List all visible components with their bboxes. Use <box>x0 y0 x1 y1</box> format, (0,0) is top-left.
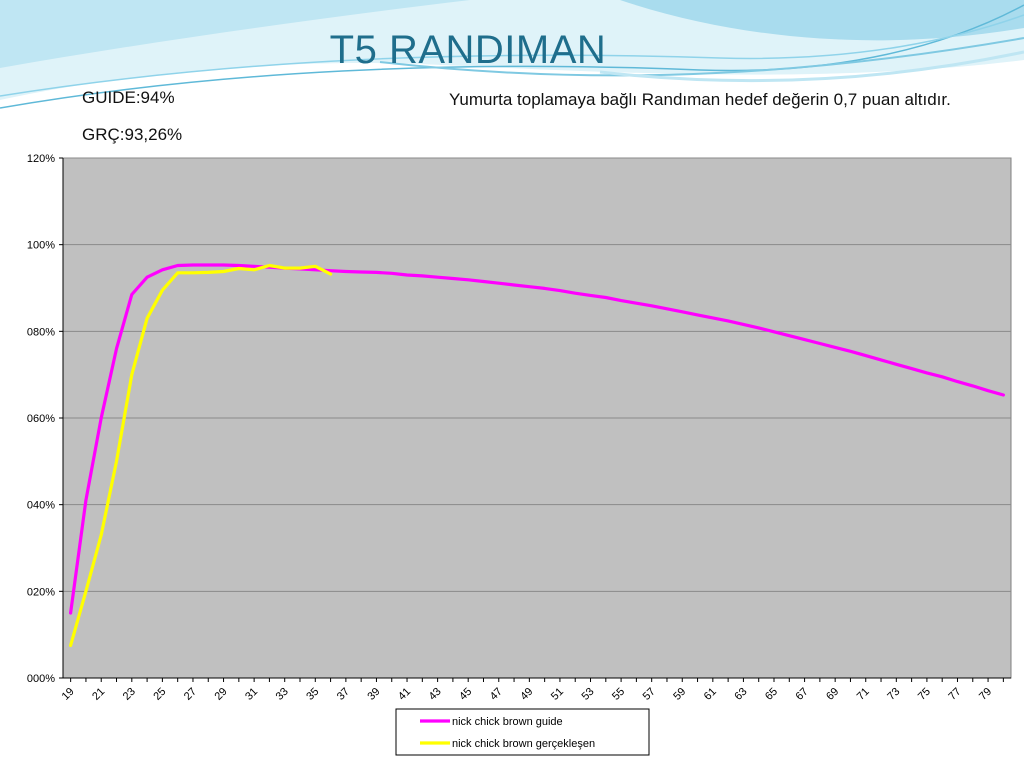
y-tick-label: 000% <box>27 673 55 685</box>
wave-mid <box>0 0 470 68</box>
x-tick-label: 79 <box>977 686 994 703</box>
x-tick-label: 51 <box>549 686 566 703</box>
x-tick-label: 49 <box>518 686 535 703</box>
series-line-actual <box>69 263 333 648</box>
x-tick-label: 41 <box>396 686 413 703</box>
x-tick-label: 69 <box>824 686 841 703</box>
actual-result-note: GRÇ:93,26% <box>82 125 183 144</box>
x-tick-label: 37 <box>335 686 352 703</box>
wave-dark <box>620 0 1024 41</box>
wave-line-3 <box>379 37 1024 77</box>
x-tick-label: 57 <box>641 686 658 703</box>
wave-line-1 <box>0 4 1024 109</box>
series-line-guide <box>69 263 1005 615</box>
wave-line-2 <box>0 14 1024 97</box>
y-tick-label: 060% <box>27 413 55 425</box>
x-tick-label: 19 <box>60 686 77 703</box>
x-tick-label: 31 <box>243 686 260 703</box>
x-tick-label: 75 <box>916 686 933 703</box>
slide-title: T5 RANDIMAN <box>329 28 607 72</box>
wave-line-4 <box>599 50 1024 83</box>
x-tick-label: 45 <box>457 686 474 703</box>
x-tick-label: 29 <box>213 686 230 703</box>
y-tick-label: 120% <box>27 153 55 165</box>
x-tick-label: 71 <box>855 686 872 703</box>
x-tick-label: 65 <box>763 686 780 703</box>
x-tick-label: 23 <box>121 686 138 703</box>
x-tick-label: 63 <box>732 686 749 703</box>
guide-target-note: GUIDE:94% <box>82 88 175 107</box>
legend-label: nick chick brown guide <box>452 716 563 728</box>
x-tick-label: 35 <box>304 686 321 703</box>
x-tick-label: 21 <box>90 686 107 703</box>
x-tick-label: 25 <box>151 686 168 703</box>
y-tick-label: 080% <box>27 326 55 338</box>
y-tick-label: 040% <box>27 500 55 512</box>
x-tick-label: 27 <box>182 686 199 703</box>
legend-box <box>395 708 650 756</box>
y-tick-label: 100% <box>27 240 55 252</box>
x-tick-label: 67 <box>794 686 811 703</box>
x-tick-label: 73 <box>885 686 902 703</box>
x-tick-label: 39 <box>365 686 382 703</box>
x-tick-label: 61 <box>702 686 719 703</box>
y-tick-label: 020% <box>27 586 55 598</box>
x-tick-label: 47 <box>488 686 505 703</box>
x-tick-label: 43 <box>427 686 444 703</box>
description-note: Yumurta toplamaya bağlı Randıman hedef d… <box>449 90 951 109</box>
x-tick-label: 33 <box>274 686 291 703</box>
x-tick-label: 77 <box>946 686 963 703</box>
legend-label: nick chick brown gerçekleşen <box>452 738 595 750</box>
x-tick-label: 55 <box>610 686 627 703</box>
x-tick-label: 59 <box>671 686 688 703</box>
x-tick-label: 53 <box>579 686 596 703</box>
